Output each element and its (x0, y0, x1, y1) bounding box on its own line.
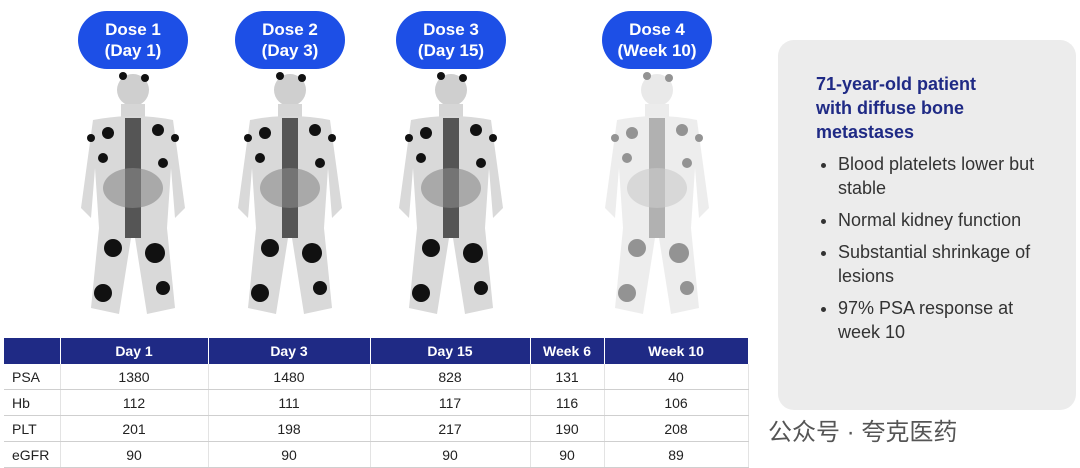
table-cell: 217 (370, 415, 531, 442)
patient-summary: 71-year-old patient with diffuse bone me… (778, 40, 1076, 410)
table-cell: 1480 (208, 364, 371, 390)
row-label: Hb (4, 389, 61, 416)
table-cell: 111 (208, 389, 371, 416)
summary-bullet: Blood platelets lower but stable (838, 152, 1038, 200)
table-cell: 89 (604, 441, 749, 468)
summary-list: Blood platelets lower but stable Normal k… (816, 152, 1046, 344)
summary-bullet: Normal kidney function (838, 208, 1038, 232)
table-cell: 90 (370, 441, 531, 468)
dose-title: Dose 3 (423, 20, 479, 39)
table-cell: 198 (208, 415, 371, 442)
summary-bullet: 97% PSA response at week 10 (838, 296, 1038, 344)
dose-title: Dose 1 (105, 20, 161, 39)
table-cell: 828 (370, 364, 531, 390)
row-label: eGFR (4, 441, 61, 468)
row-label: PSA (4, 364, 61, 390)
table-cell: 90 (208, 441, 371, 468)
table-row: PLT 201 198 217 190 208 (4, 415, 749, 442)
table-cell: 40 (604, 364, 749, 390)
table-cell: 131 (530, 364, 605, 390)
lab-table: Day 1 Day 3 Day 15 Week 6 Week 10 PSA 1380 148… (4, 338, 749, 468)
table-row: Hb 112 111 117 116 106 (4, 389, 749, 416)
dose-label: Dose 1 (Day 1) (78, 11, 188, 69)
dose-label: Dose 3 (Day 15) (396, 11, 506, 69)
dose-subtitle: (Day 3) (261, 41, 319, 60)
watermark: 公众号 · 夸克医药 (762, 410, 964, 449)
dose-subtitle: (Day 15) (417, 41, 485, 60)
header-cell (4, 338, 61, 364)
table-row: PSA 1380 1480 828 131 40 (4, 364, 749, 390)
table-cell: 90 (530, 441, 605, 468)
summary-title: 71-year-old patient with diffuse bone me… (816, 74, 977, 142)
table-cell: 90 (60, 441, 209, 468)
header-cell: Day 3 (208, 338, 371, 364)
header-cell: Week 6 (530, 338, 605, 364)
table-cell: 116 (530, 389, 605, 416)
table-row: eGFR 90 90 90 90 89 (4, 441, 749, 468)
dose-subtitle: (Day 1) (104, 41, 162, 60)
table-cell: 112 (60, 389, 209, 416)
table-cell: 106 (604, 389, 749, 416)
row-label: PLT (4, 415, 61, 442)
dose-label: Dose 4 (Week 10) (602, 11, 712, 69)
summary-bullet: Substantial shrinkage of lesions (838, 240, 1038, 288)
table-cell: 190 (530, 415, 605, 442)
dose-label: Dose 2 (Day 3) (235, 11, 345, 69)
table-cell: 117 (370, 389, 531, 416)
table-cell: 1380 (60, 364, 209, 390)
header-cell: Day 15 (370, 338, 531, 364)
table-cell: 208 (604, 415, 749, 442)
header-cell: Day 1 (60, 338, 209, 364)
dose-title: Dose 2 (262, 20, 318, 39)
dose-title: Dose 4 (629, 20, 685, 39)
header-cell: Week 10 (604, 338, 749, 364)
dose-subtitle: (Week 10) (617, 41, 697, 60)
header-row: Day 1 Day 3 Day 15 Week 6 Week 10 (4, 338, 749, 364)
table-cell: 201 (60, 415, 209, 442)
